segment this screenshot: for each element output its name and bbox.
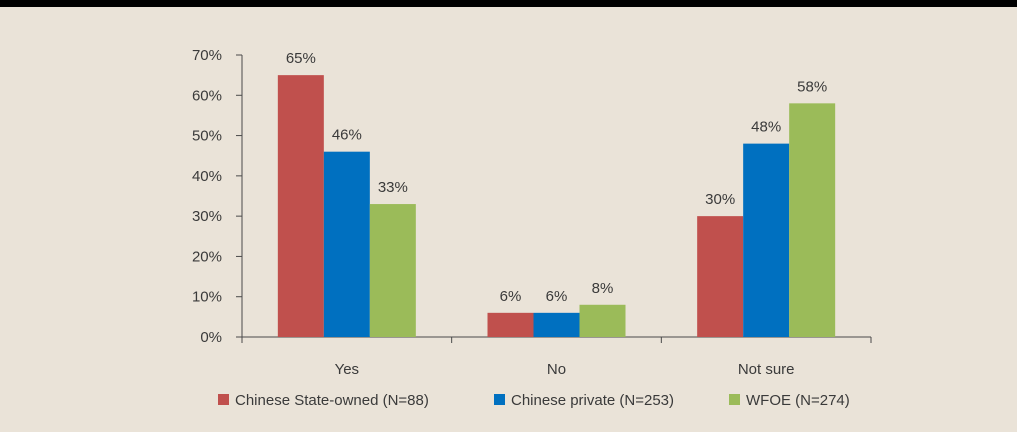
- legend-label: WFOE (N=274): [746, 392, 850, 409]
- x-tick-label: Yes: [335, 361, 359, 378]
- y-tick-label: 70%: [192, 47, 222, 64]
- x-tick-label: Not sure: [738, 361, 795, 378]
- data-labels: 65% 46% 33% 6% 6% 8% 30% 48% 58%: [286, 50, 827, 305]
- data-label: 30%: [705, 191, 735, 208]
- top-bar: [0, 0, 1017, 7]
- legend-swatch: [729, 394, 740, 405]
- data-label: 48%: [751, 119, 781, 136]
- legend: Chinese State-owned (N=88) Chinese privat…: [218, 392, 850, 409]
- data-label: 46%: [332, 127, 362, 144]
- bar: [277, 75, 324, 338]
- bar: [789, 103, 836, 337]
- legend-label: Chinese private (N=253): [511, 392, 674, 409]
- legend-label: Chinese State-owned (N=88): [235, 392, 429, 409]
- y-tick-label: 40%: [192, 168, 222, 185]
- data-label: 33%: [378, 179, 408, 196]
- data-label: 6%: [546, 288, 568, 305]
- x-tick-label: No: [547, 361, 566, 378]
- data-label: 65%: [286, 50, 316, 67]
- data-label: 6%: [500, 288, 522, 305]
- bars: [277, 75, 836, 338]
- y-tick-label: 50%: [192, 128, 222, 145]
- data-label: 8%: [592, 280, 614, 297]
- data-label: 58%: [797, 78, 827, 95]
- y-axis: 0% 10% 20% 30% 40% 50% 60% 70%: [192, 47, 243, 346]
- bar: [487, 312, 534, 337]
- bar: [579, 304, 626, 337]
- y-tick-label: 60%: [192, 87, 222, 104]
- y-tick-label: 10%: [192, 289, 222, 306]
- bar: [697, 216, 744, 337]
- bar: [743, 143, 790, 337]
- y-tick-label: 20%: [192, 248, 222, 265]
- bar: [323, 151, 370, 337]
- bar: [533, 312, 580, 337]
- y-tick-label: 0%: [200, 329, 222, 346]
- x-axis: Yes No Not sure: [241, 336, 872, 378]
- legend-swatch: [218, 394, 229, 405]
- bar: [369, 204, 416, 337]
- y-tick-label: 30%: [192, 208, 222, 225]
- legend-swatch: [494, 394, 505, 405]
